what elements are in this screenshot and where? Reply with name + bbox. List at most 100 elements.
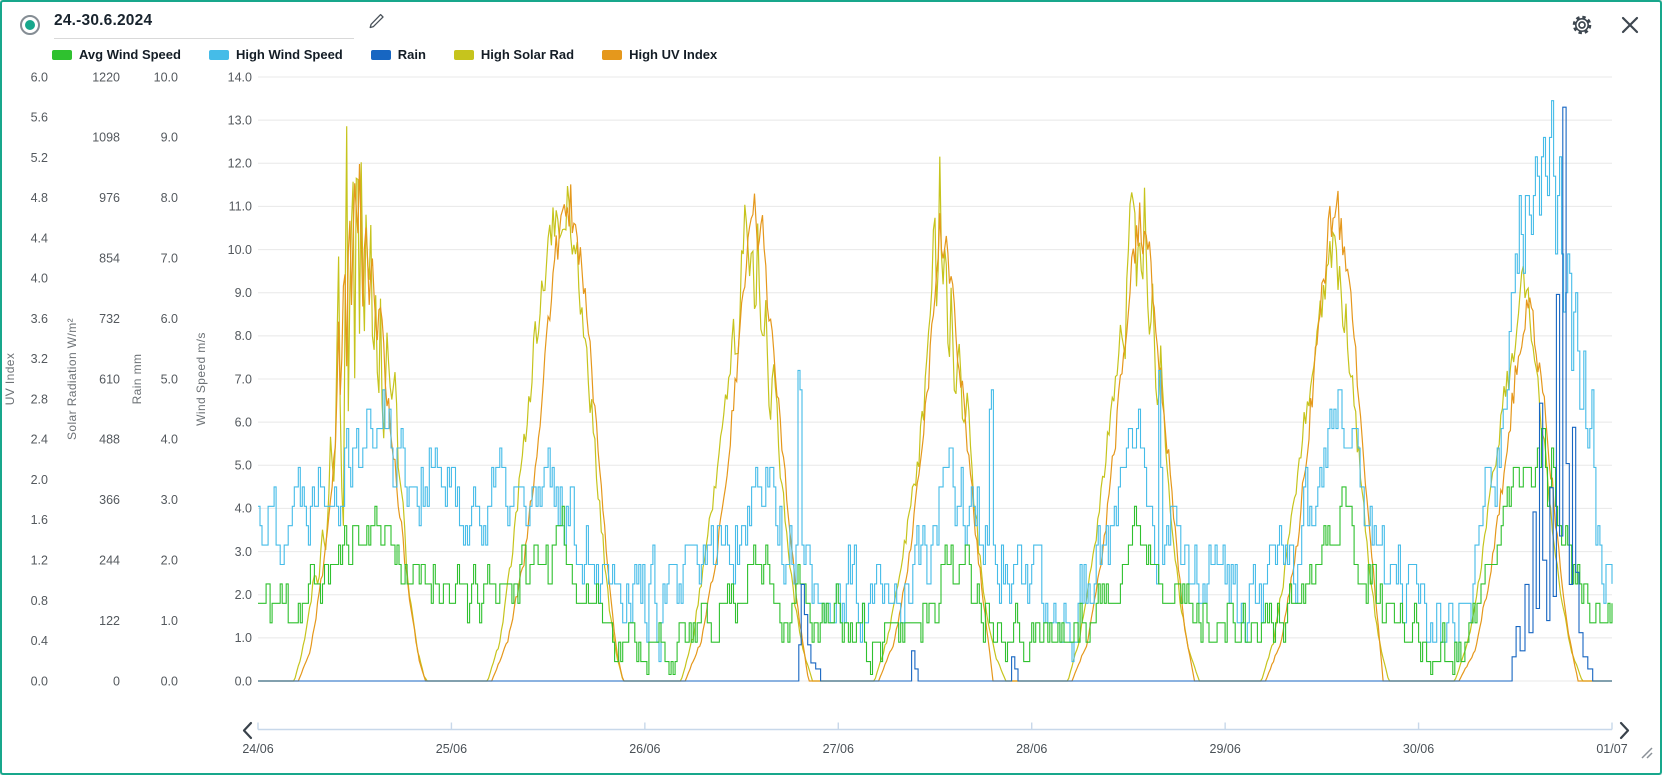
- svg-text:1.2: 1.2: [31, 554, 48, 568]
- svg-text:0: 0: [113, 674, 120, 688]
- legend-item-high-wind[interactable]: High Wind Speed: [208, 47, 343, 62]
- axis-titles: UV Index Solar Radiation W/m² Rain mm Wind …: [3, 318, 208, 440]
- date-range-input[interactable]: 24.-30.6.2024: [54, 12, 354, 39]
- window-controls: [1570, 13, 1640, 37]
- svg-text:3.6: 3.6: [31, 312, 48, 326]
- legend-label-uv: High UV Index: [629, 47, 718, 62]
- svg-text:10.0: 10.0: [154, 70, 178, 84]
- x-date-labels: 24/06 25/06 26/06 27/06 28/06 29/06 30/06 01/07: [242, 742, 1627, 756]
- svg-text:2.0: 2.0: [235, 588, 252, 602]
- svg-text:30/06: 30/06: [1403, 742, 1434, 756]
- svg-text:6.0: 6.0: [235, 415, 252, 429]
- svg-text:4.4: 4.4: [31, 231, 48, 245]
- svg-text:25/06: 25/06: [436, 742, 467, 756]
- svg-text:3.2: 3.2: [31, 352, 48, 366]
- close-icon[interactable]: [1620, 15, 1640, 35]
- svg-text:9.0: 9.0: [161, 131, 178, 145]
- legend-label-avg-wind: Avg Wind Speed: [79, 47, 181, 62]
- svg-text:1.0: 1.0: [235, 631, 252, 645]
- svg-text:29/06: 29/06: [1210, 742, 1241, 756]
- svg-text:2.8: 2.8: [31, 392, 48, 406]
- x-scrollbar[interactable]: [257, 722, 1613, 731]
- svg-text:2.0: 2.0: [31, 473, 48, 487]
- legend-item-solar[interactable]: High Solar Rad: [453, 47, 575, 62]
- titlebar: 24.-30.6.2024: [18, 12, 385, 42]
- gridlines: [258, 76, 1612, 682]
- svg-text:14.0: 14.0: [228, 70, 252, 84]
- svg-text:4.0: 4.0: [161, 433, 178, 447]
- chart-legend: Avg Wind Speed High Wind Speed Rain High…: [52, 47, 717, 62]
- svg-text:5.6: 5.6: [31, 111, 48, 125]
- prev-day-button[interactable]: [242, 721, 253, 740]
- svg-text:3.0: 3.0: [161, 493, 178, 507]
- svg-text:5.0: 5.0: [235, 459, 252, 473]
- svg-text:8.0: 8.0: [235, 329, 252, 343]
- svg-text:976: 976: [99, 191, 120, 205]
- svg-text:6.0: 6.0: [161, 312, 178, 326]
- svg-text:610: 610: [99, 372, 120, 386]
- svg-text:4.0: 4.0: [235, 502, 252, 516]
- svg-text:854: 854: [99, 252, 120, 266]
- svg-text:5.0: 5.0: [161, 372, 178, 386]
- svg-text:4.8: 4.8: [31, 191, 48, 205]
- svg-text:9.0: 9.0: [235, 286, 252, 300]
- svg-text:488: 488: [99, 433, 120, 447]
- svg-text:1.6: 1.6: [31, 513, 48, 527]
- svg-text:0.4: 0.4: [31, 634, 48, 648]
- svg-text:12.0: 12.0: [228, 157, 252, 171]
- svg-text:13.0: 13.0: [228, 113, 252, 127]
- svg-text:24/06: 24/06: [242, 742, 273, 756]
- svg-text:4.0: 4.0: [31, 272, 48, 286]
- legend-item-rain[interactable]: Rain: [370, 47, 426, 62]
- svg-text:1220: 1220: [92, 70, 120, 84]
- svg-text:11.0: 11.0: [229, 200, 252, 214]
- axis-tick-labels: 6.0 5.6 5.2 4.8 4.4 4.0 3.6 3.2 2.8 2.4 2.0 1.6 1.2 0…: [31, 70, 252, 688]
- svg-text:3.0: 3.0: [235, 545, 252, 559]
- svg-text:Rain mm: Rain mm: [130, 354, 144, 405]
- svg-text:6.0: 6.0: [31, 70, 48, 84]
- svg-text:1098: 1098: [92, 131, 120, 145]
- svg-text:5.2: 5.2: [31, 151, 48, 165]
- svg-text:26/06: 26/06: [629, 742, 660, 756]
- svg-text:Solar Radiation W/m²: Solar Radiation W/m²: [65, 318, 79, 440]
- svg-text:Wind Speed m/s: Wind Speed m/s: [194, 332, 208, 426]
- svg-text:732: 732: [99, 312, 120, 326]
- legend-swatch-uv: [602, 49, 623, 60]
- resize-handle-icon[interactable]: [1641, 747, 1653, 759]
- status-dot-icon: [18, 13, 42, 42]
- legend-swatch-high-wind: [208, 49, 229, 60]
- svg-text:UV Index: UV Index: [3, 353, 17, 406]
- svg-text:122: 122: [99, 614, 120, 628]
- svg-text:0.0: 0.0: [235, 674, 252, 688]
- legend-swatch-rain: [370, 49, 391, 60]
- svg-text:0.8: 0.8: [31, 594, 48, 608]
- legend-label-high-wind: High Wind Speed: [235, 47, 343, 62]
- svg-text:28/06: 28/06: [1016, 742, 1047, 756]
- svg-text:244: 244: [99, 554, 120, 568]
- legend-swatch-avg-wind: [52, 49, 72, 60]
- svg-text:01/07: 01/07: [1596, 742, 1627, 756]
- svg-text:27/06: 27/06: [823, 742, 854, 756]
- next-day-button[interactable]: [1619, 721, 1630, 740]
- legend-label-rain: Rain: [397, 47, 426, 62]
- settings-gear-icon[interactable]: [1570, 13, 1594, 37]
- series-line-rain: [258, 106, 1612, 682]
- series-line-high-wind-speed: [258, 100, 1613, 663]
- svg-text:2.4: 2.4: [31, 433, 48, 447]
- legend-item-avg-wind[interactable]: Avg Wind Speed: [52, 47, 181, 62]
- series-line-avg-wind-speed: [258, 428, 1613, 676]
- legend-label-solar: High Solar Rad: [480, 47, 575, 62]
- svg-text:8.0: 8.0: [161, 191, 178, 205]
- svg-text:7.0: 7.0: [235, 372, 252, 386]
- svg-text:10.0: 10.0: [228, 243, 252, 257]
- edit-pencil-icon[interactable]: [368, 13, 385, 33]
- svg-text:0.0: 0.0: [31, 674, 48, 688]
- svg-text:2.0: 2.0: [161, 554, 178, 568]
- series-lines: [258, 100, 1613, 682]
- svg-text:366: 366: [99, 493, 120, 507]
- svg-text:7.0: 7.0: [161, 252, 178, 266]
- svg-text:1.0: 1.0: [161, 614, 178, 628]
- legend-item-uv[interactable]: High UV Index: [602, 47, 717, 62]
